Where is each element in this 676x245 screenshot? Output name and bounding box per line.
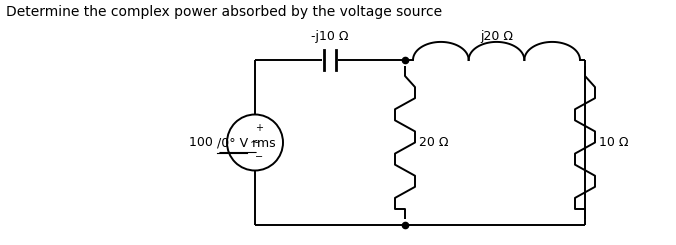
Text: 10 Ω: 10 Ω <box>599 136 629 149</box>
Text: ~: ~ <box>249 136 260 149</box>
Text: j20 Ω: j20 Ω <box>480 30 513 43</box>
Text: 100: 100 <box>189 136 217 149</box>
Text: 20 Ω: 20 Ω <box>419 136 448 149</box>
Text: Determine the complex power absorbed by the voltage source: Determine the complex power absorbed by … <box>6 5 442 19</box>
Text: +: + <box>255 123 263 133</box>
Text: -j10 Ω: -j10 Ω <box>311 30 349 43</box>
Text: /0° V rms: /0° V rms <box>217 136 276 149</box>
Text: −: − <box>255 152 263 162</box>
